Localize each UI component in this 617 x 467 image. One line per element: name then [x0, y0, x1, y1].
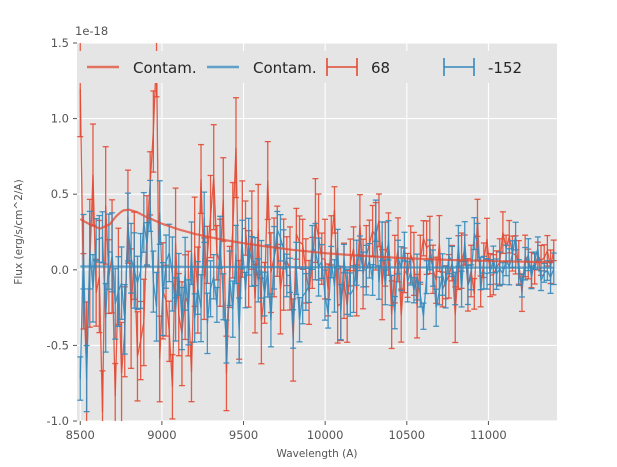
legend-entry-2[interactable]: 68 — [326, 58, 390, 77]
y-axis-offset-label: 1e-18 — [75, 24, 108, 38]
legend-label-2: 68 — [371, 59, 390, 77]
x-tick-label: 9500 — [229, 428, 258, 442]
legend-label-1: Contam. — [253, 59, 317, 77]
x-tick-label: 10500 — [388, 428, 425, 442]
y-tick-label: 0.5 — [51, 187, 69, 201]
legend-entry-0[interactable]: Contam. — [87, 59, 197, 77]
legend-label-0: Contam. — [133, 59, 197, 77]
legend-errorbar-swatch — [326, 58, 358, 76]
legend-background — [77, 51, 557, 83]
spectrum-line — [79, 205, 555, 379]
y-axis-label: Flux (erg/s/cm^2/A) — [13, 179, 25, 284]
legend-label-3: -152 — [488, 59, 522, 77]
y-tick-label: 1.0 — [51, 112, 69, 126]
x-tick-label: 11000 — [470, 428, 507, 442]
legend: Contam. Contam. 68 -152 — [77, 51, 557, 83]
y-tick-label: 1.5 — [51, 36, 69, 50]
y-tick-label: 0.0 — [51, 263, 69, 277]
x-axis-label: Wavelength (A) — [276, 448, 357, 460]
gridlines — [77, 42, 557, 422]
contamination-line-348abd — [80, 265, 554, 269]
data-layer — [77, 43, 557, 421]
spectrum-line — [79, 53, 555, 413]
legend-errorbar-swatch — [443, 58, 475, 76]
y-tick-label: -1.0 — [47, 414, 69, 428]
x-tick-label: 8500 — [66, 428, 95, 442]
x-tick-label: 10000 — [307, 428, 344, 442]
y-tick-label: -0.5 — [47, 338, 69, 352]
legend-entry-3[interactable]: -152 — [443, 58, 522, 77]
axes-decorations: 8500 9000 9500 10000 10500 11000 -1.0 -0.5 0.0 0.… — [13, 24, 507, 460]
contamination-line-e24a33 — [79, 208, 554, 264]
x-tick-label: 9000 — [147, 428, 176, 442]
legend-entry-1[interactable]: Contam. — [207, 59, 317, 77]
